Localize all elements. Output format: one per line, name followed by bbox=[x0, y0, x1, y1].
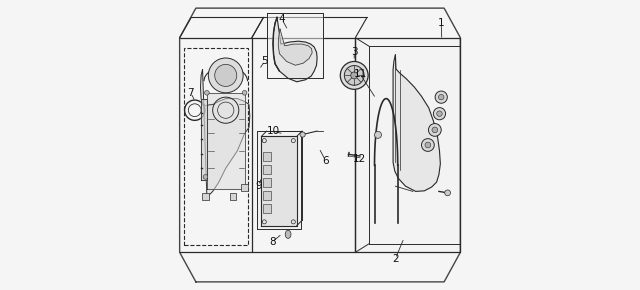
Polygon shape bbox=[393, 55, 440, 191]
Circle shape bbox=[215, 64, 237, 86]
Circle shape bbox=[203, 175, 208, 179]
Text: 1: 1 bbox=[438, 18, 445, 28]
Polygon shape bbox=[355, 38, 460, 252]
Polygon shape bbox=[261, 136, 297, 226]
Bar bbox=[262, 204, 271, 213]
Text: 11: 11 bbox=[353, 69, 367, 79]
Circle shape bbox=[445, 190, 451, 196]
Polygon shape bbox=[268, 13, 323, 78]
Bar bbox=[262, 165, 271, 174]
Bar bbox=[262, 178, 271, 187]
Polygon shape bbox=[278, 29, 312, 65]
Circle shape bbox=[344, 66, 364, 85]
Text: 8: 8 bbox=[269, 237, 275, 247]
Bar bbox=[202, 193, 209, 200]
Bar bbox=[262, 191, 271, 200]
Circle shape bbox=[340, 61, 368, 89]
Circle shape bbox=[435, 91, 447, 103]
Text: 5: 5 bbox=[262, 56, 268, 66]
Ellipse shape bbox=[285, 230, 291, 238]
Text: 12: 12 bbox=[353, 154, 366, 164]
Text: 2: 2 bbox=[392, 254, 399, 264]
Circle shape bbox=[436, 111, 442, 116]
Bar bbox=[262, 152, 271, 161]
Polygon shape bbox=[200, 70, 250, 197]
Circle shape bbox=[422, 139, 435, 151]
Circle shape bbox=[209, 58, 243, 93]
Text: 3: 3 bbox=[351, 47, 358, 57]
Circle shape bbox=[300, 132, 305, 137]
Circle shape bbox=[243, 90, 247, 95]
Circle shape bbox=[425, 142, 431, 148]
Circle shape bbox=[351, 72, 358, 79]
Circle shape bbox=[433, 108, 445, 120]
Bar bbox=[184, 48, 248, 245]
Text: 7: 7 bbox=[188, 88, 194, 98]
Text: 4: 4 bbox=[278, 14, 285, 24]
Bar bbox=[230, 193, 237, 200]
Circle shape bbox=[438, 95, 444, 100]
Polygon shape bbox=[207, 93, 244, 188]
Circle shape bbox=[205, 90, 209, 95]
Text: 6: 6 bbox=[323, 156, 329, 166]
Circle shape bbox=[432, 127, 438, 133]
Circle shape bbox=[428, 124, 441, 136]
Text: 9: 9 bbox=[255, 181, 262, 191]
Text: 10: 10 bbox=[266, 126, 280, 136]
Polygon shape bbox=[257, 131, 301, 229]
Polygon shape bbox=[201, 99, 207, 180]
Bar bbox=[241, 184, 248, 191]
Polygon shape bbox=[273, 17, 317, 82]
Circle shape bbox=[374, 131, 381, 138]
